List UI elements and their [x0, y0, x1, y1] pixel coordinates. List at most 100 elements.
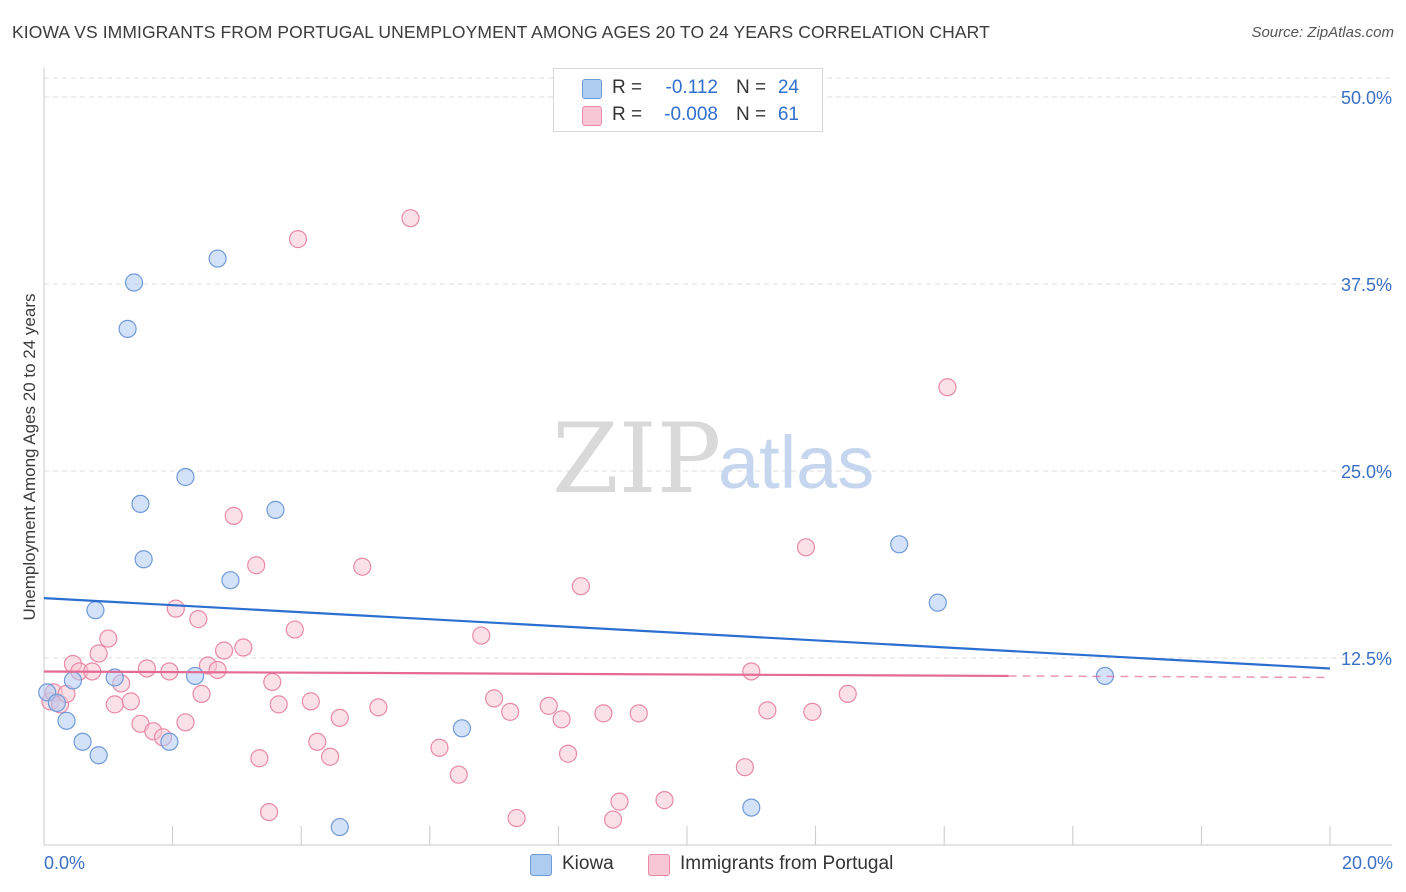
kiowa-point: [330, 817, 349, 837]
kiowa-point: [118, 319, 137, 338]
portugal-point: [263, 672, 282, 692]
source-credit: Source: ZipAtlas.com: [1251, 24, 1394, 41]
portugal-point: [269, 695, 288, 714]
kiowa-point: [160, 732, 179, 751]
n-label: N =: [736, 104, 767, 125]
n-value: 24: [777, 77, 799, 98]
portugal-point: [796, 538, 816, 557]
kiowa-point: [452, 719, 472, 738]
kiowa-point: [86, 601, 105, 620]
portugal-point: [449, 765, 468, 784]
portugal-point: [353, 557, 372, 576]
watermark: ZIP atlas: [552, 403, 874, 515]
portugal-point: [308, 732, 327, 751]
kiowa-point: [266, 500, 285, 519]
r-label: R =: [612, 77, 643, 98]
kiowa-point: [208, 249, 227, 268]
correlation-stats-box: R = -0.112 N = 24 R = -0.008 N = 61: [553, 68, 823, 132]
y-tick-labels: 12.5% 25.0% 37.5% 50.0%: [1341, 88, 1392, 669]
portugal-point: [838, 684, 857, 704]
x-tick-labels: 0.0% 20.0%: [44, 853, 1393, 873]
portugal-point: [539, 696, 558, 715]
r-value: -0.112: [665, 77, 718, 98]
portugal-point: [629, 704, 648, 723]
portugal-legend-swatch: [648, 854, 670, 876]
portugal-point: [594, 704, 613, 723]
portugal-point: [247, 556, 266, 575]
kiowa-point: [742, 798, 761, 817]
watermark-zip: ZIP: [552, 403, 721, 515]
axes: [43, 68, 1392, 846]
portugal-trend-line: [43, 670, 1009, 678]
portugal-point: [735, 758, 754, 777]
stats-row-portugal: R = -0.008 N = 61: [554, 102, 822, 128]
portugal-point: [121, 692, 140, 711]
portugal-point: [288, 230, 308, 249]
portugal-point: [485, 689, 504, 708]
y-tick-label: 37.5%: [1341, 275, 1392, 295]
kiowa-point: [89, 746, 108, 765]
kiowa-point: [47, 693, 66, 712]
y-tick-label: 12.5%: [1341, 649, 1392, 669]
portugal-point: [99, 629, 118, 648]
portugal-point: [610, 792, 629, 811]
portugal-point: [558, 744, 578, 763]
kiowa-point: [63, 671, 83, 690]
kiowa-point: [131, 494, 150, 514]
kiowa-point: [221, 571, 240, 590]
portugal-point: [552, 710, 571, 729]
x-tick-label: 0.0%: [44, 853, 85, 873]
portugal-point: [301, 692, 320, 711]
portugal-point: [330, 708, 349, 727]
legend: Kiowa Immigrants from Portugal: [0, 852, 1406, 878]
portugal-point: [742, 662, 761, 681]
kiowa-trend-line: [43, 597, 1331, 670]
kiowa-point: [186, 666, 205, 686]
trend-lines: [43, 597, 1331, 679]
portugal-point: [758, 701, 777, 720]
r-value: -0.008: [664, 104, 718, 125]
portugal-point: [472, 626, 491, 645]
portugal-points: [41, 209, 957, 829]
portugal-swatch: [582, 106, 602, 126]
kiowa-point: [57, 711, 76, 730]
portugal-point: [938, 378, 957, 397]
r-label: R =: [612, 104, 643, 125]
portugal-point: [192, 684, 211, 704]
portugal-point: [105, 695, 124, 714]
kiowa-point: [176, 467, 195, 487]
kiowa-swatch: [582, 79, 602, 99]
portugal-point: [137, 659, 156, 678]
portugal-point: [166, 599, 185, 618]
kiowa-point: [928, 593, 947, 612]
portugal-point: [803, 702, 822, 721]
portugal-trend-extension: [1008, 675, 1331, 679]
portugal-point: [571, 577, 591, 596]
portugal-point: [507, 808, 526, 828]
n-label: N =: [736, 77, 767, 98]
portugal-point: [285, 620, 304, 639]
kiowa-point: [124, 273, 144, 292]
chart-title: KIOWA VS IMMIGRANTS FROM PORTUGAL UNEMPL…: [12, 22, 990, 42]
portugal-point: [259, 802, 279, 822]
legend-label: Kiowa: [562, 853, 614, 874]
data-points: [38, 209, 1115, 837]
portugal-point: [369, 698, 388, 717]
portugal-point: [401, 209, 420, 228]
gridlines: [44, 77, 1392, 659]
portugal-point: [189, 610, 208, 629]
portugal-point: [250, 749, 269, 768]
kiowa-point: [890, 535, 909, 554]
watermark-atlas: atlas: [718, 421, 874, 504]
portugal-point: [603, 810, 623, 829]
portugal-point: [321, 747, 340, 766]
portugal-point: [430, 738, 449, 757]
stats-row-kiowa: R = -0.112 N = 24: [554, 75, 822, 101]
portugal-point: [655, 791, 674, 810]
kiowa-points: [38, 249, 1115, 837]
portugal-point: [208, 660, 227, 680]
n-value: 61: [777, 104, 799, 125]
portugal-point: [176, 713, 195, 732]
kiowa-point: [134, 550, 153, 569]
